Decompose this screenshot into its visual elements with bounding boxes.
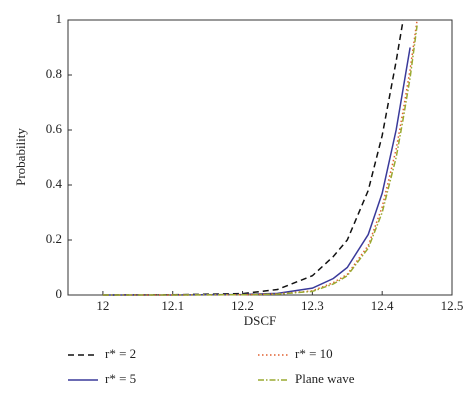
y-axis-label: Probability (13, 128, 28, 186)
x-tick-label: 12.3 (301, 298, 324, 313)
series-line (102, 19, 418, 296)
x-tick-label: 12.2 (231, 298, 254, 313)
y-tick-label: 0.2 (46, 231, 62, 246)
x-tick-label: 12 (96, 298, 109, 313)
series-line (102, 25, 418, 296)
x-tick-label: 12.1 (161, 298, 184, 313)
y-tick-label: 0.6 (46, 121, 63, 136)
y-tick-label: 0 (56, 286, 63, 301)
y-tick-label: 0.8 (46, 66, 62, 81)
legend-label: r* = 5 (105, 371, 136, 386)
x-tick-label: 12.5 (441, 298, 464, 313)
plot-frame (67, 19, 453, 296)
legend-label: r* = 2 (105, 346, 136, 361)
series-line (102, 47, 411, 296)
x-tick-label: 12.4 (371, 298, 394, 313)
y-tick-label: 0.4 (46, 176, 63, 191)
series-line (102, 19, 404, 296)
legend-label: Plane wave (295, 371, 355, 386)
x-axis-label: DSCF (244, 313, 277, 328)
y-tick-label: 1 (56, 11, 63, 26)
legend-label: r* = 10 (295, 346, 333, 361)
